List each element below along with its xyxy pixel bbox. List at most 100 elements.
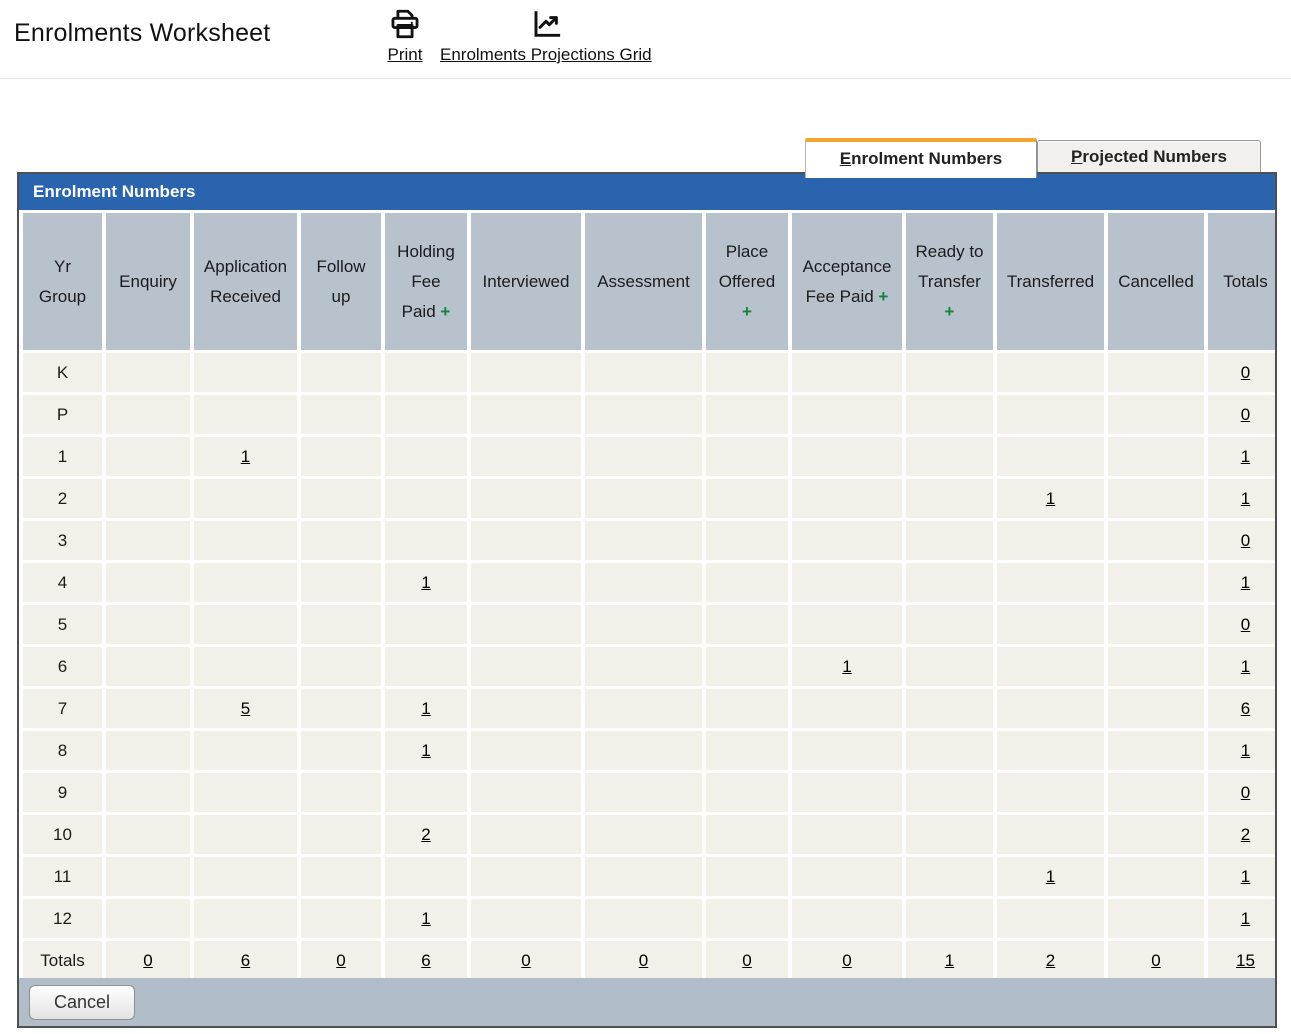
cell-k-transferred xyxy=(997,353,1104,392)
cell-totals-cancelled: 0 xyxy=(1108,941,1204,978)
cell-3-follow-up xyxy=(301,521,381,560)
cell-totals-enquiry: 0 xyxy=(106,941,190,978)
chart-trend-icon xyxy=(528,4,564,44)
count-link[interactable]: 1 xyxy=(944,950,955,970)
add-plus-icon[interactable]: + xyxy=(878,286,889,306)
cell-2-holding-fee-paid xyxy=(385,479,467,518)
count-link[interactable]: 1 xyxy=(421,572,431,592)
row-total-link[interactable]: 0 xyxy=(1240,404,1251,424)
count-link[interactable]: 2 xyxy=(1045,950,1056,970)
add-plus-icon[interactable]: + xyxy=(440,301,451,321)
row-total-link[interactable]: 0 xyxy=(1240,530,1251,550)
row-total-link[interactable]: 6 xyxy=(1240,698,1251,718)
year-group-label: 4 xyxy=(23,563,102,602)
count-link[interactable]: 0 xyxy=(742,950,752,970)
cell-12-assessment xyxy=(585,899,702,938)
add-plus-icon[interactable]: + xyxy=(742,301,752,321)
cancel-button[interactable]: Cancel xyxy=(29,984,136,1020)
count-link[interactable]: 1 xyxy=(421,698,431,718)
cell-12-application-received xyxy=(194,899,297,938)
cell-12-place-offered xyxy=(706,899,788,938)
row-total-link[interactable]: 0 xyxy=(1240,362,1251,382)
row-total-link[interactable]: 1 xyxy=(1240,740,1251,760)
count-link[interactable]: 6 xyxy=(240,950,251,970)
cell-totals-transferred: 2 xyxy=(997,941,1104,978)
tab-projected-numbers[interactable]: Projected Numbers xyxy=(1037,140,1261,173)
print-icon xyxy=(387,4,423,44)
row-total-link[interactable]: 1 xyxy=(1240,866,1251,886)
count-link[interactable]: 0 xyxy=(143,950,153,970)
count-link[interactable]: 0 xyxy=(842,950,852,970)
cell-6-transferred xyxy=(997,647,1104,686)
cell-3-enquiry xyxy=(106,521,190,560)
count-link[interactable]: 1 xyxy=(842,656,852,676)
count-link[interactable]: 6 xyxy=(421,950,431,970)
col-header-application-received: Application Received xyxy=(194,213,297,350)
enrolments-projections-grid-link[interactable]: Enrolments Projections Grid xyxy=(440,4,652,65)
cell-2-cancelled xyxy=(1108,479,1204,518)
cell-p-application-received xyxy=(194,395,297,434)
cell-5-totals: 0 xyxy=(1208,605,1275,644)
cell-2-follow-up xyxy=(301,479,381,518)
cell-3-application-received xyxy=(194,521,297,560)
count-link[interactable]: 1 xyxy=(1045,488,1056,508)
count-link[interactable]: 2 xyxy=(421,824,431,844)
cell-11-transferred: 1 xyxy=(997,857,1104,896)
print-link[interactable]: Print xyxy=(377,4,433,65)
cell-1-ready-to-transfer xyxy=(906,437,993,476)
count-link[interactable]: 0 xyxy=(638,950,649,970)
cell-2-acceptance-fee-paid xyxy=(792,479,902,518)
cell-5-acceptance-fee-paid xyxy=(792,605,902,644)
table-row-4: 4 1 1 xyxy=(23,563,1275,602)
cell-5-holding-fee-paid xyxy=(385,605,467,644)
row-total-link[interactable]: 0 xyxy=(1240,614,1251,634)
cell-totals-follow-up: 0 xyxy=(301,941,381,978)
row-total-link[interactable]: 15 xyxy=(1236,950,1255,970)
cell-p-acceptance-fee-paid xyxy=(792,395,902,434)
cell-6-cancelled xyxy=(1108,647,1204,686)
row-total-link[interactable]: 0 xyxy=(1240,782,1251,802)
totals-row-label: Totals xyxy=(23,941,102,978)
cell-7-cancelled xyxy=(1108,689,1204,728)
cell-11-enquiry xyxy=(106,857,190,896)
count-link[interactable]: 0 xyxy=(521,950,531,970)
cell-p-cancelled xyxy=(1108,395,1204,434)
cell-totals-acceptance-fee-paid: 0 xyxy=(792,941,902,978)
cell-k-ready-to-transfer xyxy=(906,353,993,392)
col-header-follow-up: Follow up xyxy=(301,213,381,350)
enrolment-numbers-panel: Enrolment Numbers Yr Group Enquiry Applica… xyxy=(17,172,1277,1028)
row-total-link[interactable]: 1 xyxy=(1240,908,1251,928)
cell-2-enquiry xyxy=(106,479,190,518)
count-link[interactable]: 1 xyxy=(421,908,431,928)
cell-7-enquiry xyxy=(106,689,190,728)
cell-k-place-offered xyxy=(706,353,788,392)
count-link[interactable]: 1 xyxy=(240,446,251,466)
cell-11-application-received xyxy=(194,857,297,896)
cell-9-cancelled xyxy=(1108,773,1204,812)
col-header-ready-to-transfer: Ready to Transfer + xyxy=(906,213,993,350)
row-total-link[interactable]: 1 xyxy=(1240,572,1251,592)
cell-k-enquiry xyxy=(106,353,190,392)
cell-12-interviewed xyxy=(471,899,581,938)
cell-5-ready-to-transfer xyxy=(906,605,993,644)
cell-9-assessment xyxy=(585,773,702,812)
count-link[interactable]: 0 xyxy=(1151,950,1161,970)
count-link[interactable]: 1 xyxy=(1045,866,1056,886)
add-plus-icon[interactable]: + xyxy=(944,301,955,321)
count-link[interactable]: 5 xyxy=(240,698,251,718)
tab-enrolment-numbers[interactable]: Enrolment Numbers xyxy=(805,138,1037,178)
row-total-link[interactable]: 1 xyxy=(1240,488,1251,508)
count-link[interactable]: 0 xyxy=(336,950,346,970)
projections-link-label: Enrolments Projections Grid xyxy=(440,45,652,64)
cell-9-follow-up xyxy=(301,773,381,812)
row-total-link[interactable]: 2 xyxy=(1240,824,1251,844)
cell-5-transferred xyxy=(997,605,1104,644)
cell-8-holding-fee-paid: 1 xyxy=(385,731,467,770)
row-total-link[interactable]: 1 xyxy=(1240,446,1251,466)
cell-5-interviewed xyxy=(471,605,581,644)
col-header-assessment: Assessment xyxy=(585,213,702,350)
cell-10-holding-fee-paid: 2 xyxy=(385,815,467,854)
count-link[interactable]: 1 xyxy=(421,740,431,760)
row-total-link[interactable]: 1 xyxy=(1240,656,1251,676)
